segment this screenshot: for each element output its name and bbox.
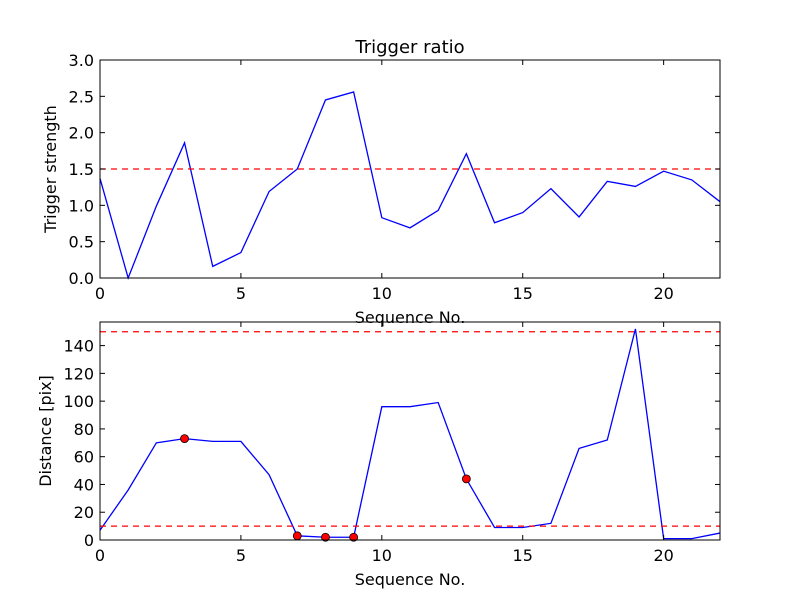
chart-1-title: Trigger ratio (354, 37, 464, 58)
chart-1-ytick-label-2: 0.5 (69, 233, 94, 252)
chart-1-ytick-label-1: 0.0 (69, 269, 94, 288)
chart-2-ytick-label-6: 100 (63, 392, 94, 411)
chart-1-xlabel: Sequence No. (355, 308, 466, 327)
chart-2-ytick-label-2: 20 (74, 503, 94, 522)
chart-2-ytick-label-1: 0 (84, 531, 94, 550)
chart-2-axes-frame (99, 321, 721, 541)
chart-1-xtick-label-2: 5 (236, 284, 246, 303)
chart-2-xtick-label-2: 5 (236, 546, 246, 565)
chart-1-xtick-label-3: 10 (372, 284, 392, 303)
chart-1-ytick-label-5: 2.0 (69, 124, 94, 143)
chart-2-ytick-label-5: 80 (74, 420, 94, 439)
chart-2-series-line-1 (99, 328, 721, 540)
chart-2-xtick-label-3: 10 (372, 546, 392, 565)
chart-2-marker-4 (349, 532, 359, 542)
chart-2-marker-5 (461, 474, 471, 484)
chart-2-ytick-label-4: 60 (74, 448, 94, 467)
chart-2-xtick-label-1: 0 (95, 546, 105, 565)
chart-1-ytick-label-3: 1.0 (69, 196, 94, 215)
chart-2-xlabel: Sequence No. (355, 570, 466, 589)
chart-2-ylabel: Distance [pix] (36, 375, 55, 487)
chart-2-xtick-label-4: 15 (513, 546, 533, 565)
chart-1-xtick-label-5: 20 (653, 284, 673, 303)
chart-2-group: 0 5 10 15 20 0 20 40 60 80 100 120 140 Sequence No. Di… (36, 321, 721, 589)
chart-2-xtick-label-5: 20 (653, 546, 673, 565)
chart-2-ytick-label-8: 140 (63, 337, 94, 356)
chart-1-ytick-label-6: 2.5 (69, 87, 94, 106)
chart-1-group: 0 5 10 15 20 0.0 0.5 1.0 1.5 2.0 2.5 3.0 Trigger rat… (41, 37, 721, 327)
chart-2-marker-1 (180, 434, 189, 444)
chart-1-ytick-label-4: 1.5 (69, 160, 94, 179)
chart-2-marker-2 (292, 531, 302, 541)
chart-1-series-line-1 (99, 91, 721, 281)
chart-1-xtick-label-1: 0 (95, 284, 105, 303)
chart-1-ytick-label-7: 3.0 (69, 51, 94, 70)
chart-2-ytick-label-7: 120 (63, 364, 94, 383)
chart-1-ylabel: Trigger strength (41, 105, 60, 234)
chart-1-xtick-label-4: 15 (513, 284, 533, 303)
chart-2-marker-3 (321, 532, 330, 542)
chart-2-ytick-label-3: 40 (74, 475, 94, 494)
